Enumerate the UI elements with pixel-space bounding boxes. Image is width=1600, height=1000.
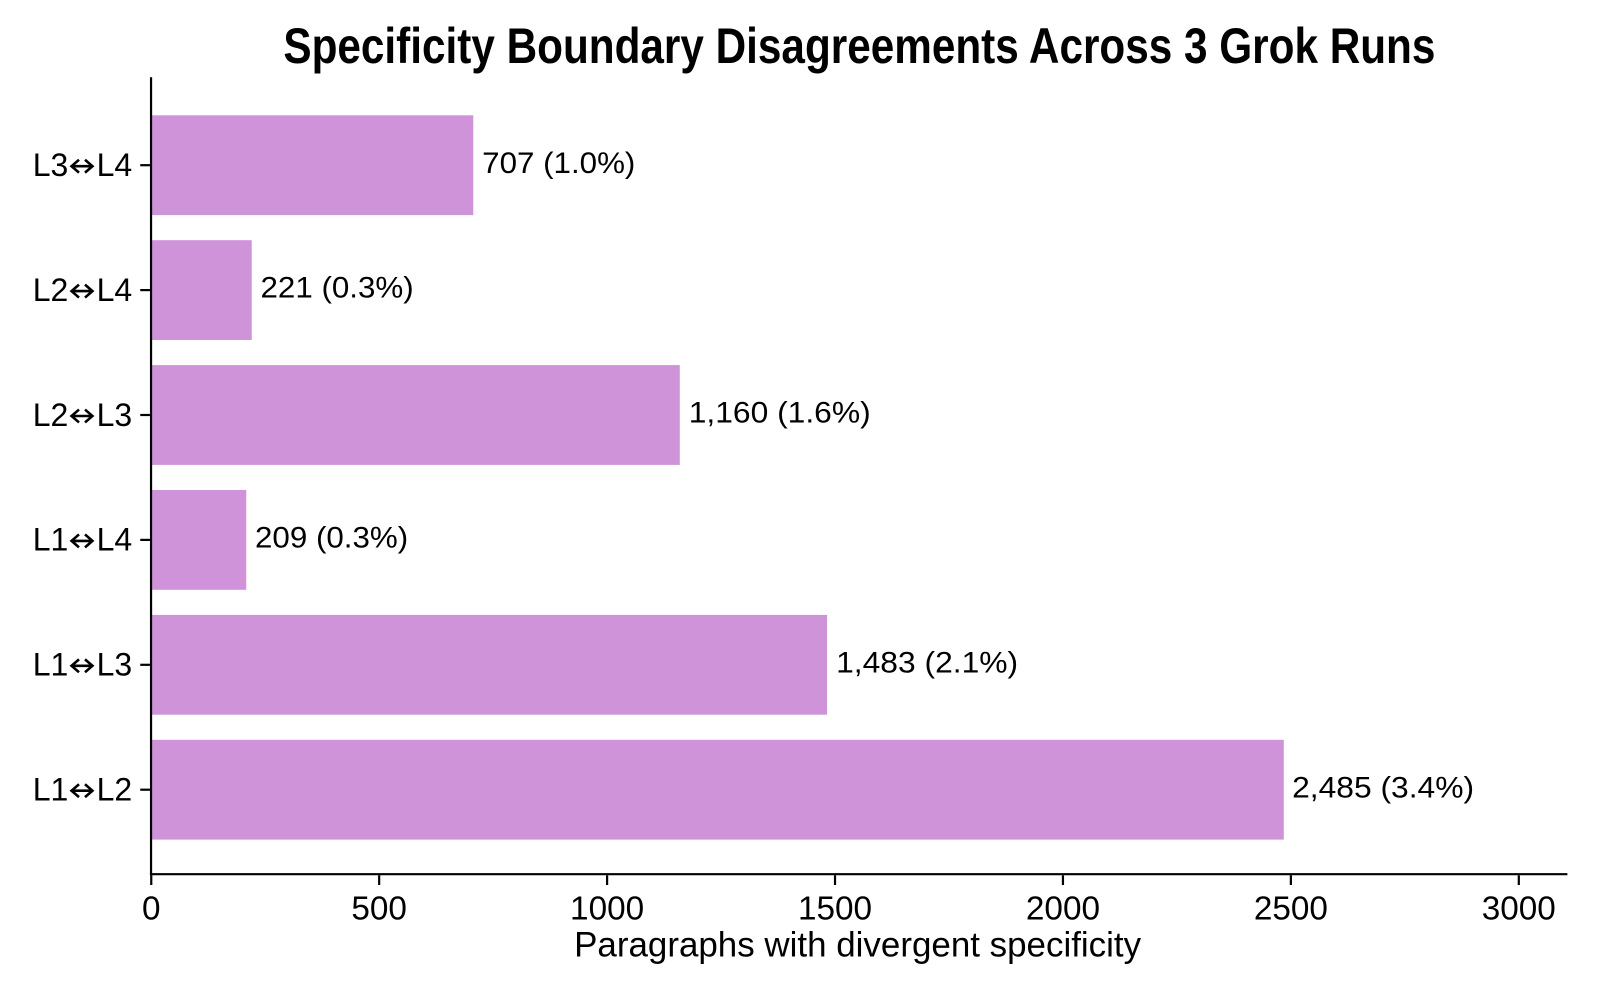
svg-text:L3: L3 [97, 647, 133, 683]
svg-text:L2: L2 [33, 272, 69, 308]
svg-text:3000: 3000 [1482, 891, 1556, 928]
svg-text:1500: 1500 [798, 891, 872, 928]
svg-text:L3: L3 [97, 397, 133, 433]
svg-text:500: 500 [351, 891, 407, 928]
svg-text:2000: 2000 [1026, 891, 1100, 928]
svg-text:L1: L1 [33, 647, 69, 683]
svg-text:Paragraphs with divergent spec: Paragraphs with divergent specificity [574, 926, 1141, 965]
svg-text:L4: L4 [97, 147, 133, 183]
svg-text:707 (1.0%): 707 (1.0%) [482, 147, 635, 180]
svg-text:L4: L4 [97, 272, 133, 308]
svg-text:L1: L1 [33, 772, 69, 808]
svg-text:221 (0.3%): 221 (0.3%) [260, 272, 413, 305]
svg-text:L2: L2 [33, 397, 69, 433]
svg-text:2500: 2500 [1254, 891, 1328, 928]
svg-text:L3: L3 [33, 147, 69, 183]
svg-text:2,485 (3.4%): 2,485 (3.4%) [1292, 771, 1474, 804]
svg-text:1000: 1000 [570, 891, 644, 928]
svg-text:0: 0 [142, 891, 161, 928]
svg-text:L4: L4 [97, 522, 133, 558]
svg-text:209 (0.3%): 209 (0.3%) [255, 522, 408, 555]
svg-text:Specificity Boundary Disagreem: Specificity Boundary Disagreements Acros… [283, 18, 1435, 74]
svg-text:1,483 (2.1%): 1,483 (2.1%) [836, 646, 1018, 679]
svg-text:L2: L2 [97, 772, 133, 808]
svg-text:L1: L1 [33, 522, 69, 558]
svg-text:1,160 (1.6%): 1,160 (1.6%) [689, 397, 871, 430]
